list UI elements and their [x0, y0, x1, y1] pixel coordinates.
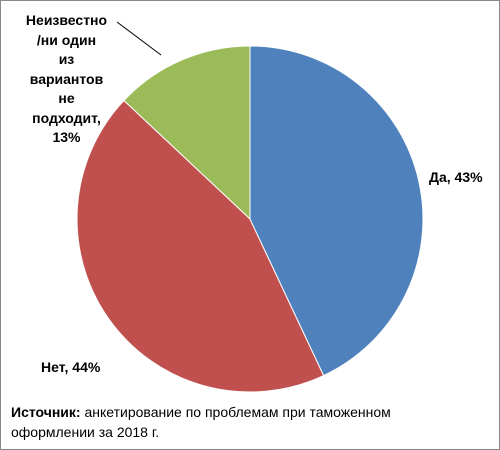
pie-slice — [123, 45, 251, 221]
source-label: Источник: — [11, 404, 81, 420]
pie-slice — [249, 45, 424, 377]
source-text: анкетирование по проблемам при таможенно… — [11, 404, 391, 440]
data-label: Нет, 44% — [41, 359, 101, 375]
data-label: Неизвестно /ни один из вариантов не подх… — [25, 12, 108, 145]
leader-line — [116, 21, 162, 56]
pie-slice — [76, 99, 325, 393]
data-label: Да, 43% — [429, 169, 483, 185]
source-note: Источник: анкетирование по проблемам при… — [11, 402, 451, 442]
